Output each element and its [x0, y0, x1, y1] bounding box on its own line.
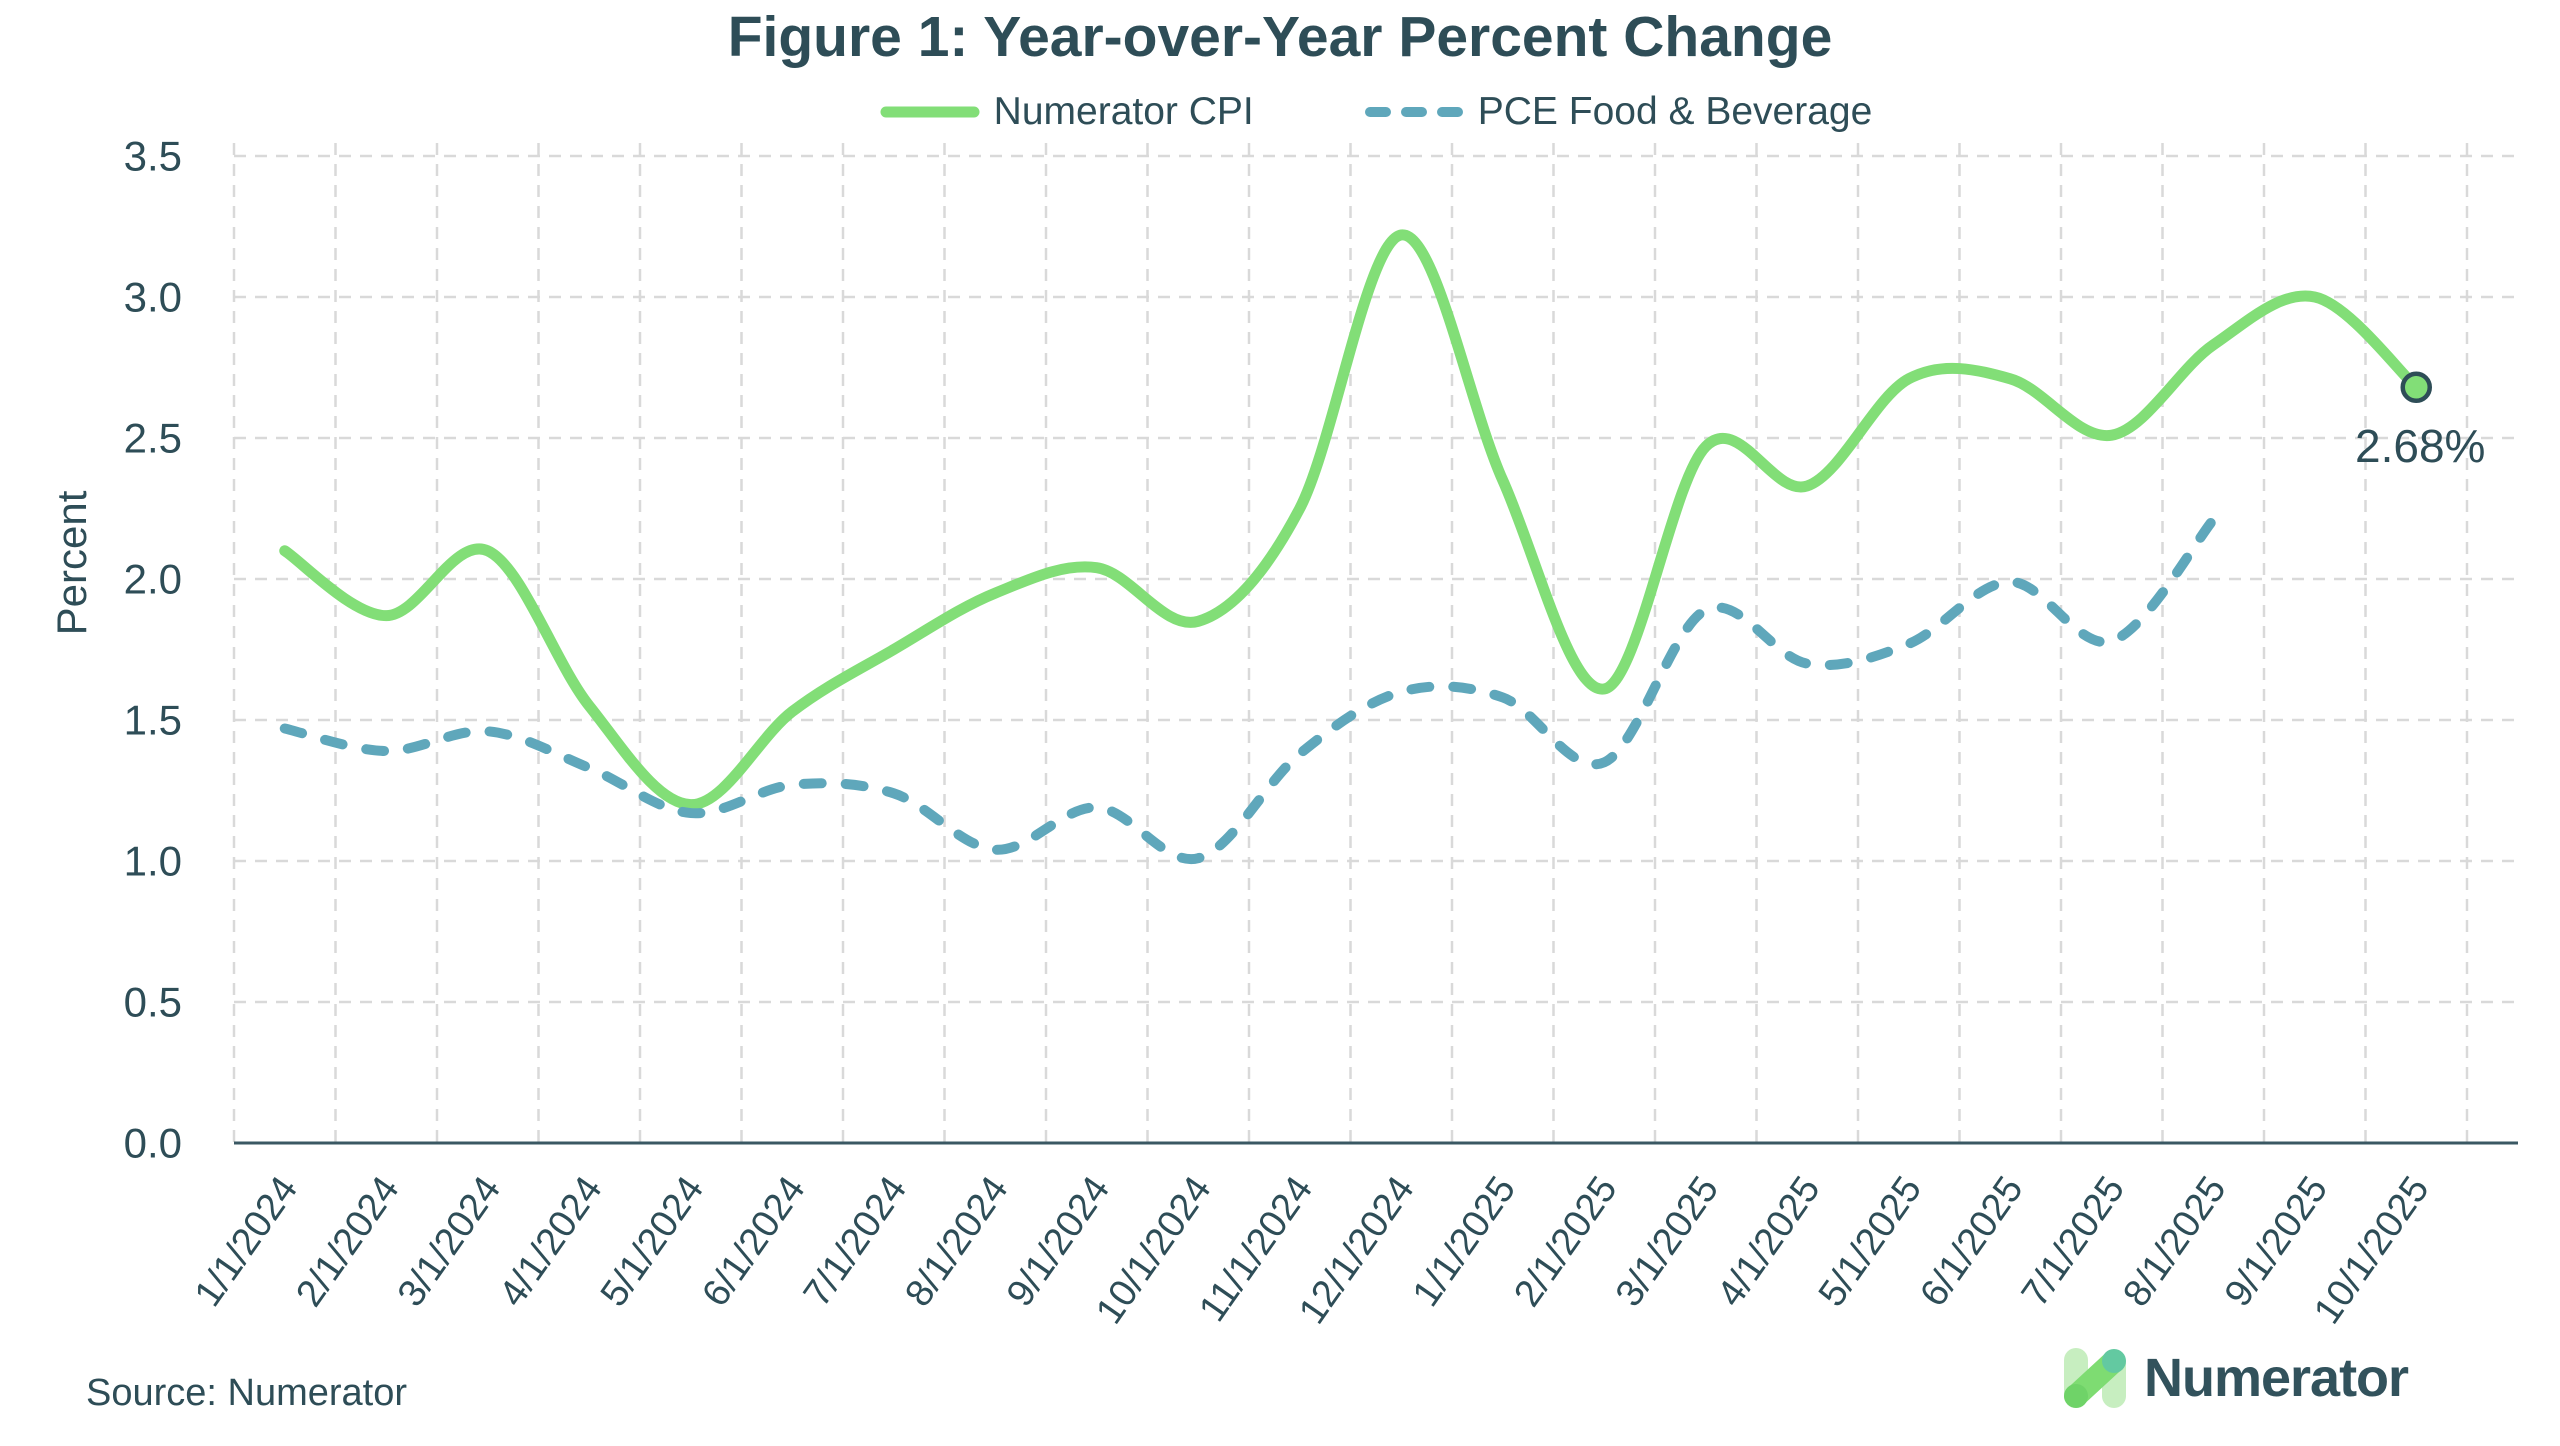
legend-label: Numerator CPI: [993, 90, 1254, 133]
x-tick-label: 4/1/2024: [491, 1169, 610, 1314]
y-tick-label: 1.0: [124, 838, 182, 885]
gridlines-group: [232, 143, 2518, 1143]
x-tick-label: 6/1/2025: [1912, 1169, 2031, 1314]
x-tick-label: 2/1/2024: [288, 1169, 407, 1314]
tick-labels-group: 0.0 0.5 1.0 1.5 2.0 2.5 3.0 3.5 1/1/20242/1/2024…: [124, 133, 2438, 1332]
chart-title: Figure 1: Year-over-Year Percent Change: [727, 5, 1833, 69]
chart-legend: Numerator CPI PCE Food & Beverage: [234, 90, 2518, 134]
y-tick-label: 2.0: [124, 556, 182, 603]
x-tick-label: 6/1/2024: [694, 1169, 813, 1314]
numerator-logo-icon: [2064, 1348, 2126, 1408]
numerator-logo-text: Numerator: [2144, 1348, 2409, 1408]
y-tick-label: 0.5: [124, 979, 182, 1026]
y-tick-label: 3.5: [124, 133, 182, 180]
legend-label: PCE Food & Beverage: [1477, 90, 1873, 133]
annotation-value-label: 2.68%: [2355, 420, 2485, 472]
numerator-logo: Numerator: [2062, 1346, 2409, 1410]
series-line-numerator-cpi: [279, 229, 2422, 811]
legend-dashed-line-icon: [1364, 107, 1463, 117]
legend-item-pce-food-beverage: PCE Food & Beverage: [1364, 90, 1873, 134]
y-tick-label: 2.5: [124, 415, 182, 462]
last-point-marker: [2400, 371, 2432, 403]
x-tick-label: 7/1/2024: [796, 1169, 915, 1314]
x-tick-label: 8/1/2025: [2115, 1169, 2234, 1314]
annotation-group: 2.68%: [2355, 371, 2485, 472]
x-tick-label: 5/1/2024: [593, 1169, 712, 1314]
series-line-pce-food-beverage: [279, 514, 2219, 865]
x-tick-label: 1/1/2024: [187, 1169, 306, 1314]
x-tick-label: 3/1/2024: [390, 1169, 509, 1314]
y-tick-label: 0.0: [124, 1120, 182, 1167]
x-tick-label: 8/1/2024: [897, 1169, 1016, 1314]
x-tick-label: 1/1/2025: [1405, 1169, 1524, 1314]
x-tick-label: 2/1/2025: [1506, 1169, 1625, 1314]
x-tick-label: 5/1/2025: [1811, 1169, 1930, 1314]
y-tick-label: 3.0: [124, 274, 182, 321]
x-tick-label: 3/1/2025: [1608, 1169, 1727, 1314]
x-tick-label: 7/1/2025: [2014, 1169, 2133, 1314]
y-tick-label: 1.5: [124, 697, 182, 744]
legend-item-numerator-cpi: Numerator CPI: [880, 90, 1254, 134]
source-note: Source: Numerator: [86, 1372, 408, 1414]
series-group: [279, 229, 2422, 865]
x-tick-label: 4/1/2025: [1709, 1169, 1828, 1314]
legend-solid-line-icon: [880, 106, 980, 118]
